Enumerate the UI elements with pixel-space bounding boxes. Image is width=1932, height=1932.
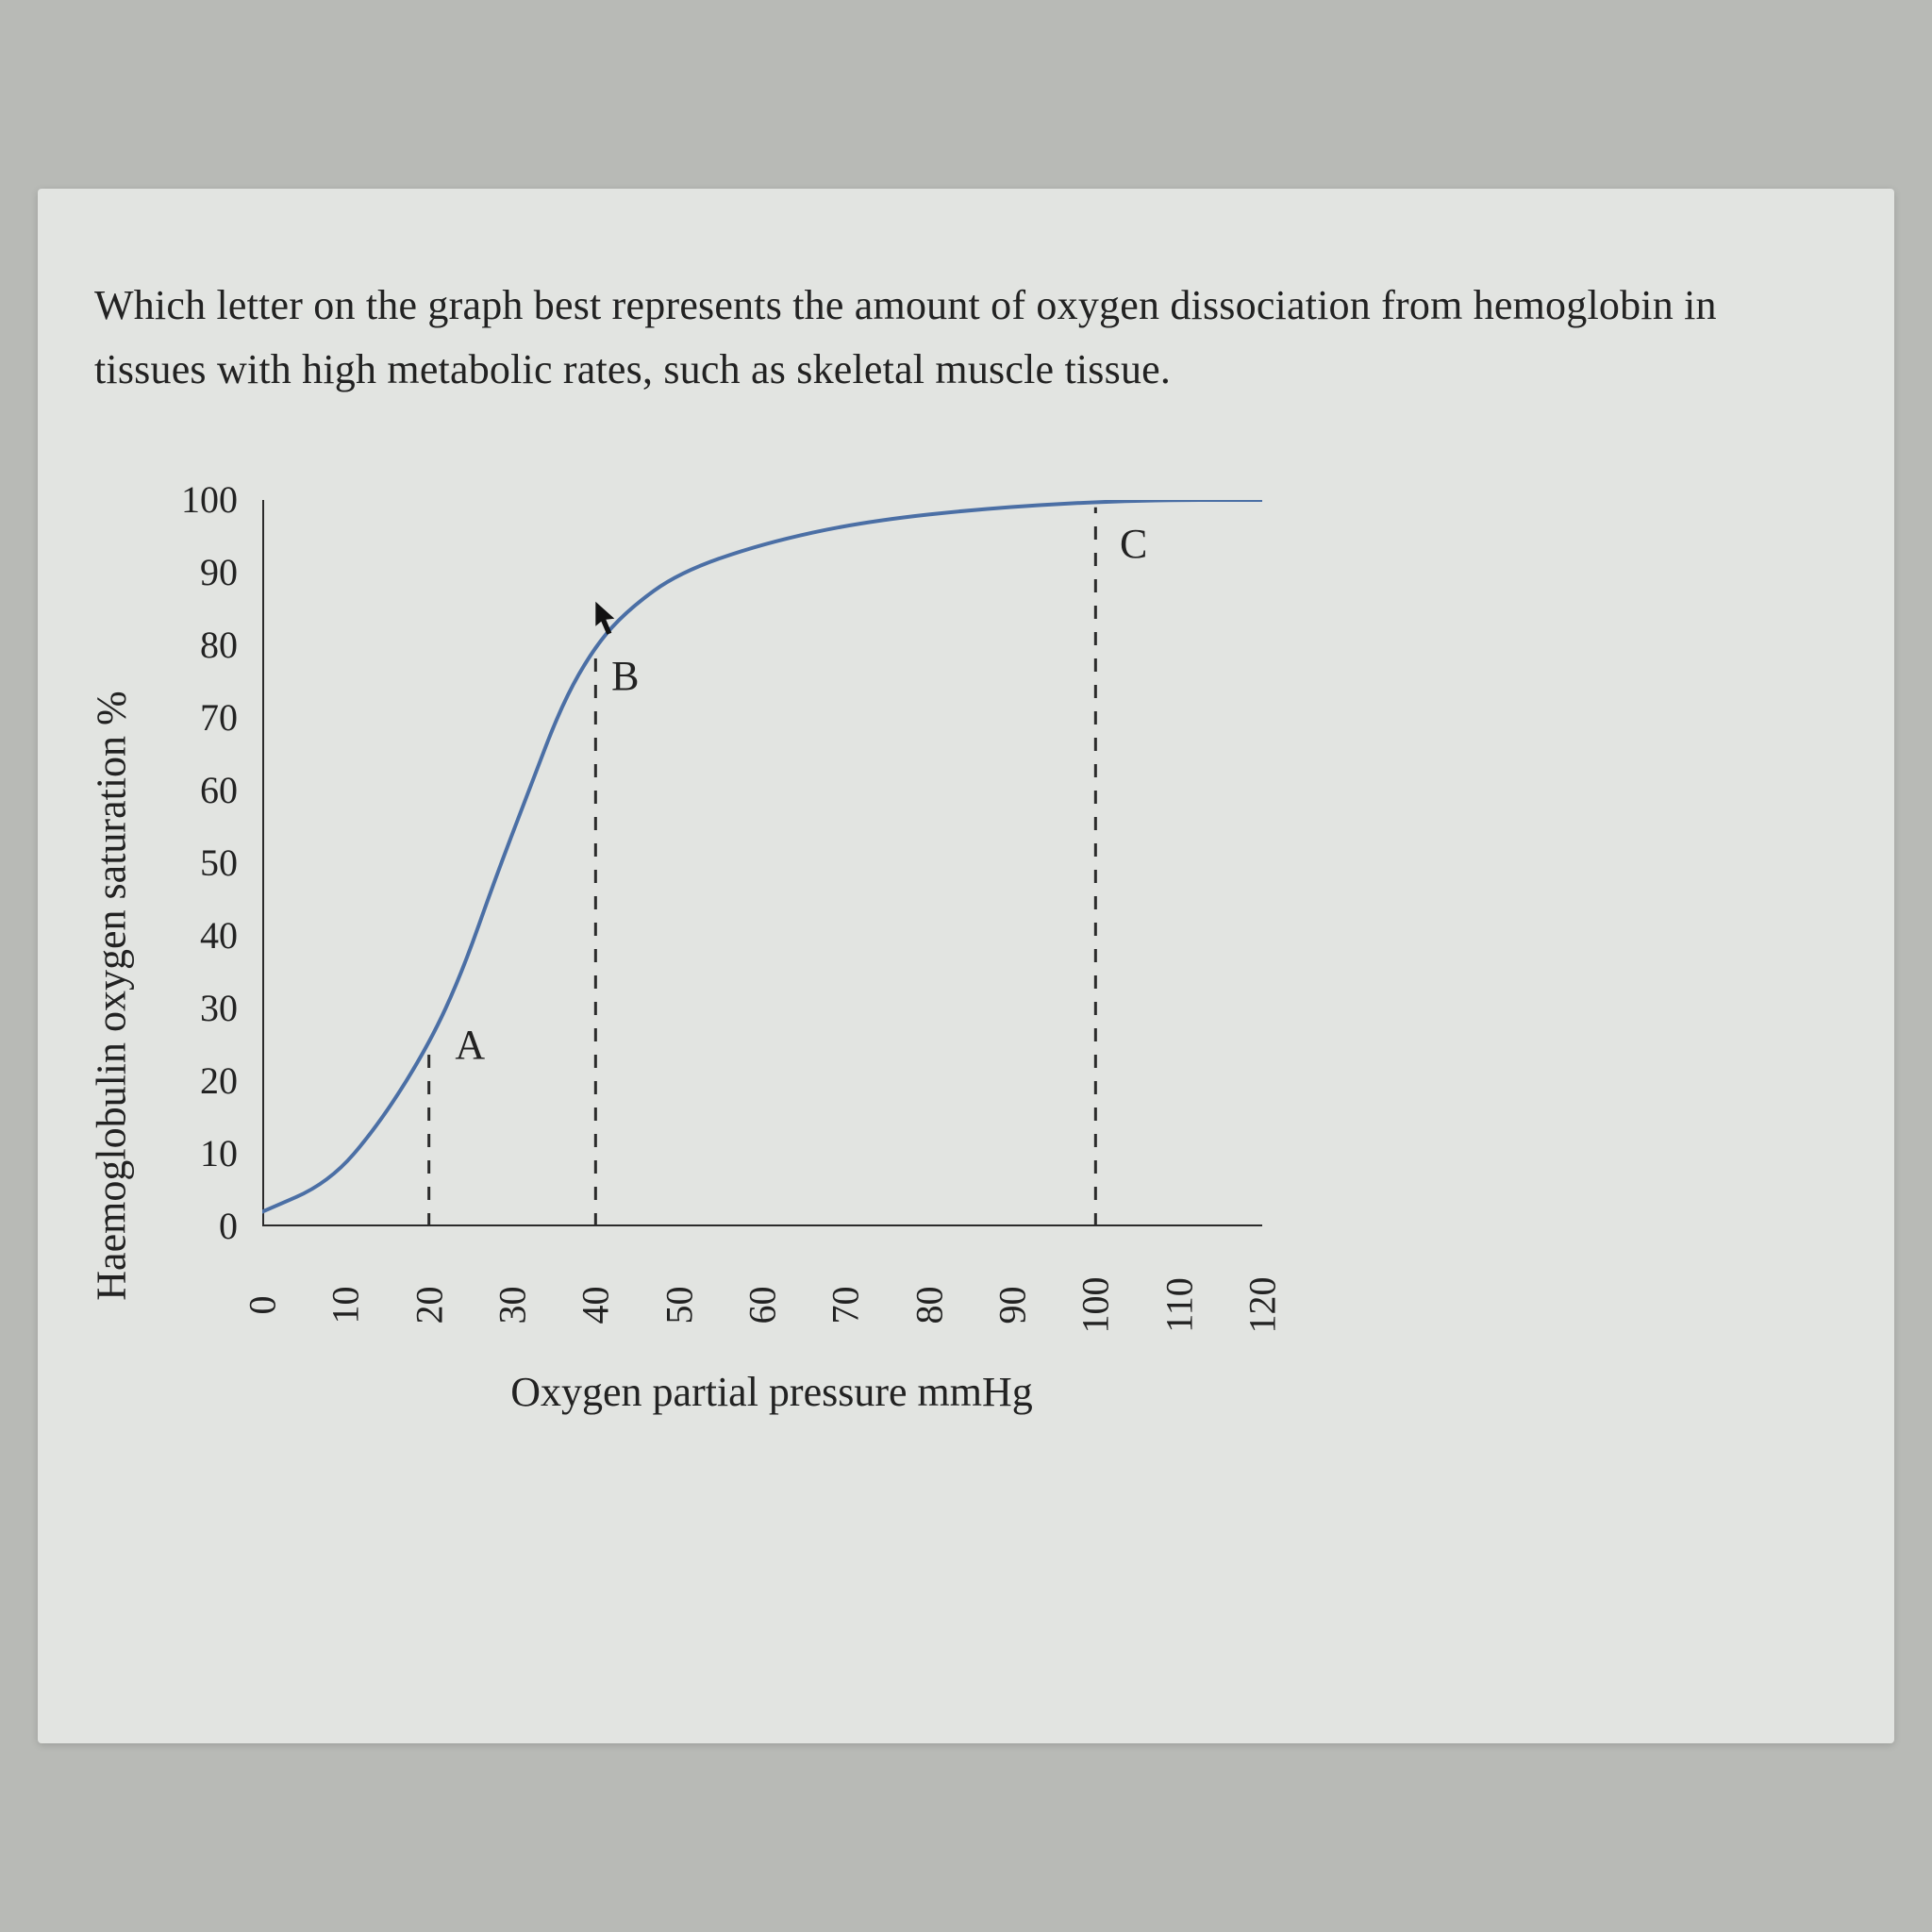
plot-area <box>262 500 1262 1226</box>
x-axis-label: Oxygen partial pressure mmHg <box>347 1368 1196 1416</box>
question-card: Which letter on the graph best represent… <box>38 189 1894 1743</box>
chart-container: Haemoglobulin oxygen saturation % Oxygen… <box>64 462 1291 1528</box>
question-text: Which letter on the graph best represent… <box>38 274 1894 402</box>
plot-svg <box>262 500 1262 1226</box>
y-axis-label: Haemoglobulin oxygen saturation % <box>88 572 136 1421</box>
